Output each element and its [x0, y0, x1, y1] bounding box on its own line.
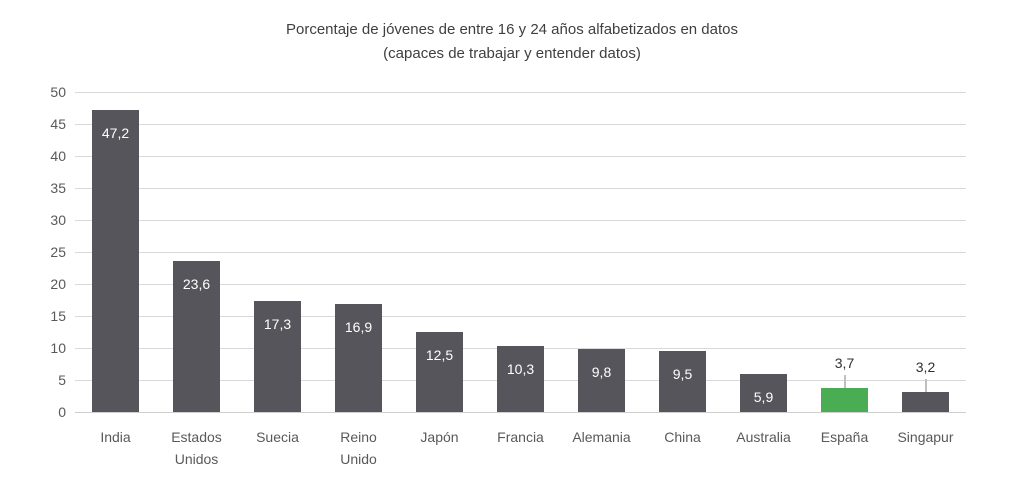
x-axis-label-espana: España — [820, 429, 869, 445]
gridline-30 — [75, 219, 966, 221]
x-axis-label-australia: Australia — [736, 429, 791, 445]
leader-line-espana — [843, 375, 846, 400]
bar-value-label-reino-unido: 16,9 — [344, 318, 373, 335]
bar-francia — [497, 346, 544, 412]
x-axis-label-india: India — [100, 429, 131, 445]
y-axis-tick-label-20: 20 — [50, 276, 66, 292]
y-axis-tick-label-30: 30 — [50, 212, 66, 228]
bar-value-label-japon: 12,5 — [425, 347, 454, 363]
bar-value-label-espana: 3,7 — [834, 355, 855, 372]
bar-india — [92, 109, 139, 412]
bar-alemania — [578, 349, 625, 412]
y-axis-tick-label-10: 10 — [50, 340, 66, 356]
gridline-45 — [75, 123, 966, 125]
y-axis-tick-label-15: 15 — [50, 308, 66, 324]
x-axis-label-china: China — [664, 429, 701, 445]
gridline-15 — [75, 315, 966, 317]
x-axis-label-suecia: Suecia — [256, 429, 299, 445]
bar-value-label-francia: 10,3 — [506, 361, 535, 378]
y-axis-tick-label-40: 40 — [50, 148, 66, 164]
x-axis-label-singapur: Singapur — [897, 429, 954, 445]
x-axis-label-japon: Japón — [420, 429, 459, 445]
bar-value-label-estados-unidos: 23,6 — [182, 275, 211, 292]
gridline-35 — [75, 187, 966, 189]
x-axis-label-reino-unido: Reino Unido — [340, 429, 377, 467]
bar-value-label-china: 9,5 — [672, 366, 693, 383]
gridline-0 — [75, 411, 966, 413]
x-axis-label-francia: Francia — [497, 429, 544, 445]
bar-value-label-suecia: 17,3 — [263, 316, 292, 333]
bar-japon — [416, 332, 463, 412]
x-axis-label-estados-unidos: Estados Unidos — [171, 429, 222, 467]
y-axis-tick-label-35: 35 — [50, 180, 66, 196]
y-axis-tick-label-45: 45 — [50, 116, 66, 132]
bar-china — [659, 351, 706, 412]
bar-estados-unidos — [173, 260, 220, 412]
gridline-50 — [75, 91, 966, 93]
chart-title-line-2: (capaces de trabajar y entender datos) — [383, 45, 641, 62]
bar-singapur — [902, 391, 949, 412]
bar-suecia — [254, 301, 301, 412]
bar-espana — [821, 388, 868, 412]
y-axis-tick-label-5: 5 — [58, 372, 66, 388]
y-axis-tick-label-0: 0 — [58, 404, 66, 420]
leader-line-singapur — [924, 378, 927, 403]
chart-title-line-1: Porcentaje de jóvenes de entre 16 y 24 a… — [286, 21, 738, 38]
y-axis-tick-label-25: 25 — [50, 244, 66, 260]
gridline-20 — [75, 283, 966, 285]
gridline-40 — [75, 155, 966, 157]
bar-value-label-singapur: 3,2 — [915, 358, 936, 375]
bar-australia — [740, 374, 787, 412]
bar-value-label-alemania: 9,8 — [591, 364, 612, 381]
x-axis-label-alemania: Alemania — [572, 429, 631, 445]
bar-value-label-india: 47,2 — [101, 124, 130, 141]
y-axis-tick-label-50: 50 — [50, 84, 66, 100]
bar-value-label-australia: 5,9 — [753, 389, 774, 406]
bar-reino-unido — [335, 303, 382, 412]
gridline-25 — [75, 251, 966, 253]
